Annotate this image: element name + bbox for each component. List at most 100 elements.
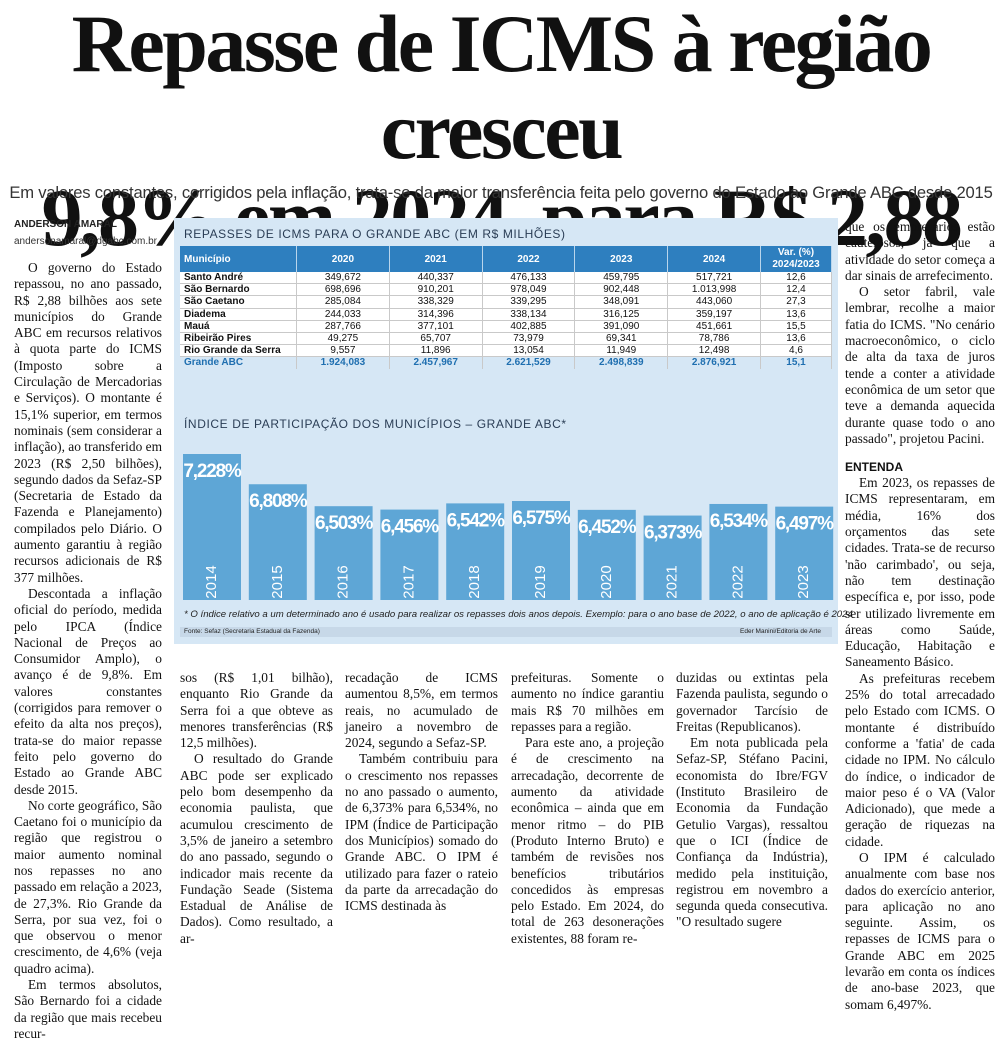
article-column-3: recadação de ICMS aumentou 8,5%, em term…	[345, 670, 498, 914]
total-cell: 1.924,083	[296, 356, 390, 369]
chart-bar-2019	[512, 501, 570, 600]
chart-data-label: 6,542%	[447, 510, 506, 531]
value-cell: 316,125	[574, 308, 669, 321]
city-cell: São Bernardo	[180, 283, 297, 297]
paragraph: que os empresários estão cautelosos, já …	[845, 219, 995, 283]
article-column-4: prefeituras. Somente o aumento no índice…	[511, 670, 664, 947]
table-row: Ribeirão Pires 49,275 65,707 73,979 69,341 78…	[180, 332, 832, 346]
table-row: Mauá 287,766 377,101 402,885 391,090 451,661 1…	[180, 320, 832, 334]
city-cell: São Caetano	[180, 295, 297, 309]
chart-data-label: 6,373%	[644, 523, 703, 544]
value-cell: 517,721	[667, 272, 761, 285]
total-cell: 2.457,967	[389, 356, 483, 369]
value-cell: 476,133	[482, 272, 576, 285]
article-column-6: que os empresários estão cautelosos, já …	[845, 219, 995, 1013]
paragraph: duzidas ou extintas pela Fazenda paulist…	[676, 670, 828, 734]
value-cell: 359,197	[667, 308, 761, 321]
chart-credit: Eder Manini/Editoria de Arte	[740, 628, 821, 635]
value-cell: 910,201	[389, 283, 483, 297]
paragraph: O setor fabril, vale lembrar, recolhe a …	[845, 284, 995, 446]
header-cell: 2023	[574, 246, 669, 272]
source-bar	[180, 627, 832, 637]
total-cell: 2.876,921	[667, 356, 761, 369]
chart-tick-label: 2018	[466, 565, 483, 598]
value-cell: 349,672	[296, 272, 390, 285]
article-column-2: sos (R$ 1,01 bilhão), enquanto Rio Grand…	[180, 670, 333, 947]
icms-table: Município 2020 2021 2022 2023 2024 Var. …	[180, 246, 832, 369]
variation-cell: 13,6	[760, 308, 832, 321]
value-cell: 451,661	[667, 320, 761, 334]
chart-tick-label: 2021	[664, 565, 681, 598]
city-cell: Rio Grande da Serra	[180, 344, 297, 358]
paragraph: recadação de ICMS aumentou 8,5%, em term…	[345, 670, 498, 751]
header-cell: 2024	[667, 246, 761, 272]
paragraph: prefeituras. Somente o aumento no índice…	[511, 670, 664, 734]
article-column-5: duzidas ou extintas pela Fazenda paulist…	[676, 670, 828, 931]
chart-tick-label: 2014	[203, 565, 220, 598]
header-cell: 2021	[389, 246, 483, 272]
table-row: São Caetano 285,084 338,329 339,295 348,091 4…	[180, 295, 832, 309]
value-cell: 348,091	[574, 295, 669, 309]
value-cell: 402,885	[482, 320, 576, 334]
total-cell: 2.498,839	[574, 356, 669, 369]
table-total-row: Grande ABC 1.924,083 2.457,967 2.621,529 2.4…	[180, 356, 832, 369]
paragraph: Em termos absolutos, São Bernardo foi a …	[14, 977, 162, 1041]
value-cell: 69,341	[574, 332, 669, 346]
chart-tick-label: 2023	[795, 565, 812, 598]
total-cell: 15,1	[760, 356, 832, 369]
value-cell: 440,337	[389, 272, 483, 285]
value-cell: 73,979	[482, 332, 576, 346]
chart-bar-2022	[709, 503, 768, 600]
chart-bar-2021	[643, 515, 702, 600]
chart-source: Fonte: Sefaz (Secretaria Estadual da Faz…	[184, 628, 320, 635]
value-cell: 1.013,998	[667, 283, 761, 297]
value-cell: 65,707	[389, 332, 483, 346]
chart-bar-2015	[248, 484, 307, 600]
value-cell: 11,896	[389, 344, 483, 358]
chart-data-label: 6,452%	[578, 517, 637, 538]
value-cell: 314,396	[389, 308, 483, 321]
paragraph: Descontada a inflação oficial do período…	[14, 585, 162, 797]
header-cell: Var. (%) 2024/2023	[760, 246, 832, 272]
paragraph: Também contribuiu para o crescimento nos…	[345, 751, 498, 914]
chart-bar-2018	[446, 503, 505, 600]
chart-data-label: 6,808%	[249, 491, 308, 512]
chart-data-label: 6,534%	[710, 511, 769, 532]
chart-data-label: 7,228%	[183, 461, 242, 482]
paragraph: Para este ano, a projeção é de crescimen…	[511, 735, 664, 946]
variation-cell: 27,3	[760, 295, 832, 309]
headline-line-1: Repasse de ICMS à região cresceu	[71, 0, 933, 176]
subtitle: Em valores constantes, corrigidos pela i…	[9, 183, 993, 202]
total-cell: 2.621,529	[482, 356, 576, 369]
table-row: Santo André 349,672 440,337 476,133 459,795 5…	[180, 272, 832, 285]
city-cell: Ribeirão Pires	[180, 332, 297, 346]
value-cell: 11,949	[574, 344, 669, 358]
value-cell: 13,054	[482, 344, 576, 358]
variation-cell: 15,5	[760, 320, 832, 334]
value-cell: 9,557	[296, 344, 390, 358]
value-cell: 978,049	[482, 283, 576, 297]
paragraph: Em 2023, os repasses de ICMS representar…	[845, 475, 995, 670]
value-cell: 287,766	[296, 320, 390, 334]
article-column-1: O governo do Estado repassou, no ano pas…	[14, 260, 162, 1042]
table-row: Rio Grande da Serra 9,557 11,896 13,054 11,9…	[180, 344, 832, 358]
paragraph: O IPM é calculado anualmente com base no…	[845, 849, 995, 1012]
value-cell: 698,696	[296, 283, 390, 297]
value-cell: 78,786	[667, 332, 761, 346]
chart-bar-2023	[775, 506, 834, 600]
chart-bar-2014	[183, 454, 241, 600]
chart-tick-label: 2015	[269, 565, 286, 598]
paragraph: O governo do Estado repassou, no ano pas…	[14, 260, 162, 585]
chart-tick-label: 2020	[598, 565, 615, 598]
value-cell: 338,329	[389, 295, 483, 309]
value-cell: 49,275	[296, 332, 390, 346]
city-cell: Santo André	[180, 272, 297, 285]
chart-data-label: 6,575%	[512, 508, 571, 529]
city-cell: Mauá	[180, 320, 297, 334]
paragraph: O resultado do Grande ABC pode ser expli…	[180, 751, 333, 946]
table-header-row: Município 2020 2021 2022 2023 2024 Var. …	[180, 246, 832, 272]
chart-bar-2016	[314, 506, 373, 600]
author-email[interactable]: andersonamaral@dgabc.com.br	[14, 236, 158, 247]
chart-data-label: 6,456%	[381, 517, 440, 538]
table-title: REPASSES DE ICMS PARA O GRANDE ABC (EM R…	[184, 227, 566, 241]
